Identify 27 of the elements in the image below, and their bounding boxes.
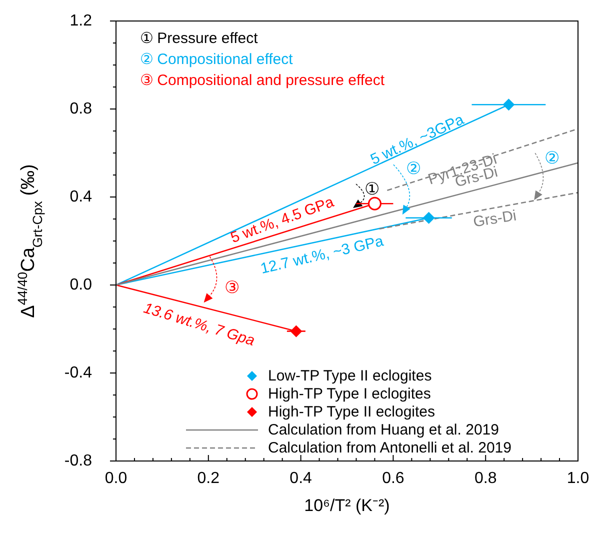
annotation: ②: [544, 148, 560, 168]
annotation: Grs-Di: [472, 207, 518, 231]
legend-label: High-TP Type I eclogites: [268, 386, 431, 402]
legend-label: Low-TP Type II eclogites: [268, 368, 432, 384]
x-tick-label: 0.4: [290, 470, 312, 487]
annotation: ① Pressure effect: [140, 30, 259, 47]
annotation: ③: [224, 278, 240, 298]
legend-label: High-TP Type II eclogites: [268, 404, 436, 420]
x-tick-label: 0.6: [382, 470, 404, 487]
x-tick-label: 0.8: [474, 470, 497, 487]
x-tick-label: 1.0: [566, 470, 590, 487]
y-tick-label: 1.2: [70, 12, 92, 30]
legend-label: Calculation from Huang et al. 2019: [268, 422, 499, 438]
y-tick-label: 0.4: [70, 188, 92, 206]
annotation: 13.6 wt.%, 7 Gpa: [142, 300, 257, 350]
annotation: ①: [364, 180, 380, 198]
y-tick-label: 0.8: [70, 100, 92, 118]
y-tick-label: 0.0: [70, 276, 92, 294]
x-tick-label: 0.2: [197, 470, 220, 487]
x-axis-title: 10⁶/T² (K⁻²): [304, 496, 390, 515]
annotation: ② Compositional effect: [140, 51, 294, 68]
y-tick-label: -0.8: [64, 452, 92, 470]
annotation: ③ Compositional and pressure effect: [140, 72, 386, 89]
y-tick-label: -0.4: [64, 364, 92, 382]
annotation: ②: [406, 159, 421, 178]
x-tick-label: 0.0: [104, 470, 128, 487]
legend-label: Calculation from Antonelli et al. 2019: [268, 440, 512, 456]
